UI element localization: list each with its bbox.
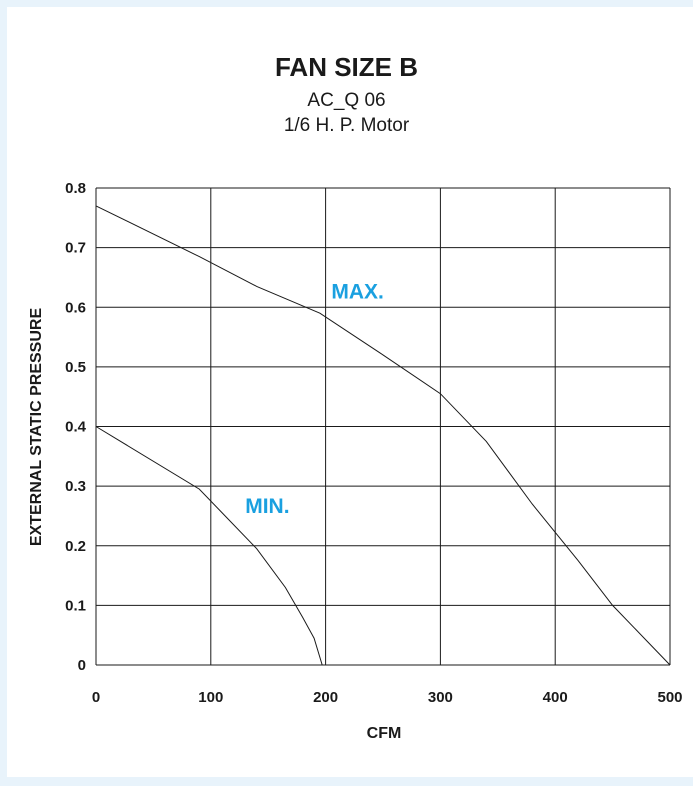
y-tick-label: 0.5 [65,359,86,376]
chart-grid [95,187,671,666]
y-axis-ticks: 0 0.1 0.2 0.3 0.4 0.5 0.6 0.7 0.8 [65,180,87,674]
y-tick-label: 0.7 [65,240,86,257]
y-tick-label: 0.6 [65,299,86,316]
x-tick-label: 200 [313,689,338,706]
chart-curves [95,205,671,666]
chart-subtitle-motor: 1/6 H. P. Motor [283,115,410,136]
x-tick-label: 300 [428,689,453,706]
series-label-max: MAX. [331,280,384,303]
y-tick-label: 0.2 [65,538,86,555]
y-tick-label: 0 [78,657,86,674]
series-line-max [95,205,671,666]
y-axis-label: EXTERNAL STATIC PRESSURE [28,308,45,547]
chart-background [7,7,693,777]
x-tick-label: 500 [657,689,682,706]
y-tick-label: 0.3 [65,478,86,495]
y-tick-label: 0.1 [65,597,86,614]
x-tick-label: 100 [198,689,223,706]
y-tick-label: 0.4 [65,419,87,436]
y-tick-label: 0.8 [65,180,86,197]
x-tick-label: 0 [92,689,100,706]
chart-title: FAN SIZE B [274,52,418,82]
chart-subtitle-model: AC_Q 06 [307,90,386,111]
x-tick-label: 400 [543,689,568,706]
x-axis-ticks: 0 100 200 300 400 500 [92,689,683,706]
x-axis-label: CFM [367,725,402,742]
series-line-min [95,426,323,666]
series-label-min: MIN. [245,495,289,518]
series-labels: MAX. MIN. [245,280,384,518]
